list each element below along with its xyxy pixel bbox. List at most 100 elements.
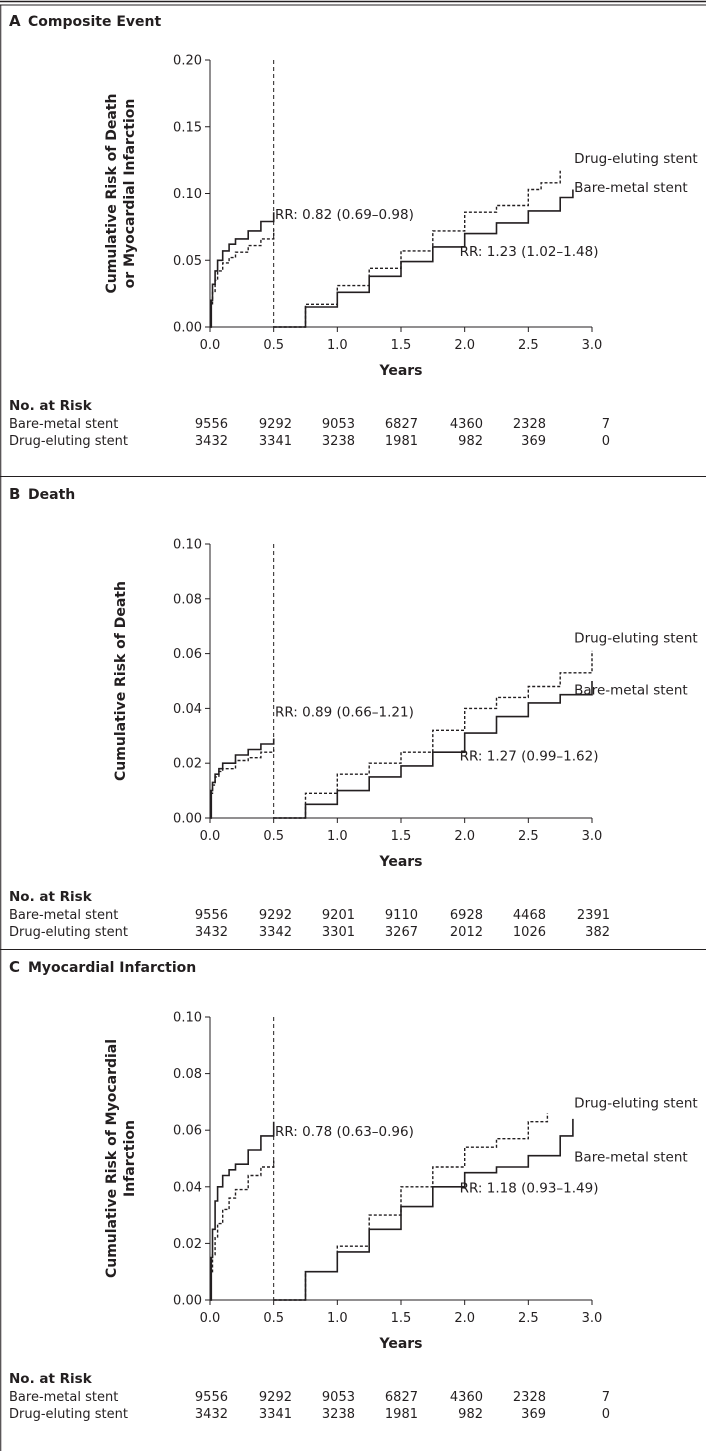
risk-row-label: Drug-eluting stent <box>9 1407 128 1422</box>
risk-value: 1981 <box>385 434 418 449</box>
x-tick-label: 2.5 <box>518 338 539 353</box>
x-tick-label: 3.0 <box>582 338 603 353</box>
x-tick-label: 3.0 <box>582 1311 603 1326</box>
risk-value: 2391 <box>577 908 610 923</box>
y-tick-label: 0.02 <box>173 757 202 772</box>
series-drug-eluting-line <box>210 229 275 328</box>
panel-b: B Death 0.00 0.02 0.04 0.06 0.08 0.10 0.0 0.5 1.0 1… <box>9 485 698 940</box>
risk-value: 369 <box>521 434 546 449</box>
risk-value: 3238 <box>322 1407 355 1422</box>
y-tick-label: 0.00 <box>173 1294 202 1309</box>
x-tick-label: 0.5 <box>263 829 284 844</box>
risk-row-label: Drug-eluting stent <box>9 434 128 449</box>
risk-row-label: Bare-metal stent <box>9 1390 118 1405</box>
risk-value: 3341 <box>259 1407 292 1422</box>
x-tick-label: 2.5 <box>518 829 539 844</box>
series-drug-eluting-line <box>210 749 275 819</box>
y-axis-title: Infarction <box>122 1120 138 1197</box>
series-label: Bare-metal stent <box>574 1149 688 1165</box>
x-axis-title: Years <box>378 363 422 379</box>
y-tick-label: 0.10 <box>173 1011 202 1026</box>
series-label: Drug-eluting stent <box>574 151 698 167</box>
risk-value: 0 <box>602 1407 610 1422</box>
x-tick-label: 1.5 <box>391 1311 412 1326</box>
risk-value: 3301 <box>322 925 355 940</box>
y-tick-label: 0.10 <box>173 538 202 553</box>
risk-value: 6827 <box>385 417 418 432</box>
y-axis-title: or Myocardial Infarction <box>122 99 138 289</box>
y-tick-label: 0.08 <box>173 592 202 607</box>
series-bare-metal-line <box>210 738 275 819</box>
panel-letter: A <box>9 12 21 30</box>
y-axis-title: Cumulative Risk of Death <box>104 94 120 294</box>
risk-value: 3238 <box>322 434 355 449</box>
x-tick-label: 2.0 <box>454 1311 475 1326</box>
series-drug-eluting-line <box>273 1113 549 1301</box>
risk-value: 382 <box>585 925 610 940</box>
series-label: Bare-metal stent <box>574 683 688 699</box>
y-tick-label: 0.08 <box>173 1067 202 1082</box>
series-drug-eluting-line <box>210 1158 275 1301</box>
series-drug-eluting-line <box>273 170 561 328</box>
x-tick-label: 2.0 <box>454 338 475 353</box>
risk-value: 3432 <box>195 925 228 940</box>
risk-table-header: No. at Risk <box>9 1371 93 1387</box>
series-label: Drug-eluting stent <box>574 1096 698 1112</box>
y-tick-label: 0.02 <box>173 1237 202 1252</box>
panel-letter: C <box>9 958 20 976</box>
series-bare-metal-line <box>210 212 275 328</box>
series-label: Drug-eluting stent <box>574 631 698 647</box>
x-tick-label: 1.5 <box>391 338 412 353</box>
risk-table-header: No. at Risk <box>9 398 93 414</box>
x-tick-label: 1.5 <box>391 829 412 844</box>
x-tick-label: 0.5 <box>263 338 284 353</box>
risk-table-header: No. at Risk <box>9 889 93 905</box>
x-tick-label: 0.0 <box>200 338 221 353</box>
y-tick-label: 0.10 <box>173 187 202 202</box>
risk-value: 2328 <box>513 1390 546 1405</box>
risk-value: 9292 <box>259 1390 292 1405</box>
panel-letter: B <box>9 485 20 503</box>
x-tick-label: 1.0 <box>327 1311 348 1326</box>
risk-value: 4360 <box>450 417 483 432</box>
risk-value: 2328 <box>513 417 546 432</box>
risk-value: 982 <box>458 1407 483 1422</box>
risk-value: 9556 <box>195 908 228 923</box>
risk-row-label: Bare-metal stent <box>9 908 118 923</box>
risk-value: 4468 <box>513 908 546 923</box>
risk-value: 369 <box>521 1407 546 1422</box>
rr-annotation: RR: 1.23 (1.02–1.48) <box>460 244 599 260</box>
risk-value: 1981 <box>385 1407 418 1422</box>
y-tick-label: 0.06 <box>173 647 202 662</box>
y-axis-title: Cumulative Risk of Death <box>113 581 129 781</box>
risk-value: 1026 <box>513 925 546 940</box>
y-axis-title: Cumulative Risk of Myocardial <box>104 1039 120 1278</box>
risk-value: 9292 <box>259 908 292 923</box>
rr-annotation: RR: 0.78 (0.63–0.96) <box>275 1124 414 1140</box>
x-tick-label: 2.0 <box>454 829 475 844</box>
y-tick-label: 0.05 <box>173 254 202 269</box>
series-bare-metal-line <box>273 681 593 819</box>
x-tick-label: 0.5 <box>263 1311 284 1326</box>
y-tick-label: 0.20 <box>173 54 202 69</box>
x-tick-label: 2.5 <box>518 1311 539 1326</box>
risk-value: 9110 <box>385 908 418 923</box>
panel-title: Death <box>28 487 75 503</box>
risk-value: 9201 <box>322 908 355 923</box>
risk-row-label: Bare-metal stent <box>9 417 118 432</box>
risk-value: 9053 <box>322 1390 355 1405</box>
risk-value: 0 <box>602 434 610 449</box>
risk-value: 6928 <box>450 908 483 923</box>
y-tick-label: 0.04 <box>173 1180 202 1195</box>
y-tick-label: 0.04 <box>173 702 202 717</box>
x-axis-title: Years <box>378 854 422 870</box>
risk-value: 9053 <box>322 417 355 432</box>
risk-value: 9556 <box>195 417 228 432</box>
y-tick-label: 0.15 <box>173 120 202 135</box>
x-tick-label: 1.0 <box>327 829 348 844</box>
series-label: Bare-metal stent <box>574 180 688 196</box>
risk-value: 3342 <box>259 925 292 940</box>
panel-title: Myocardial Infarction <box>28 960 196 976</box>
